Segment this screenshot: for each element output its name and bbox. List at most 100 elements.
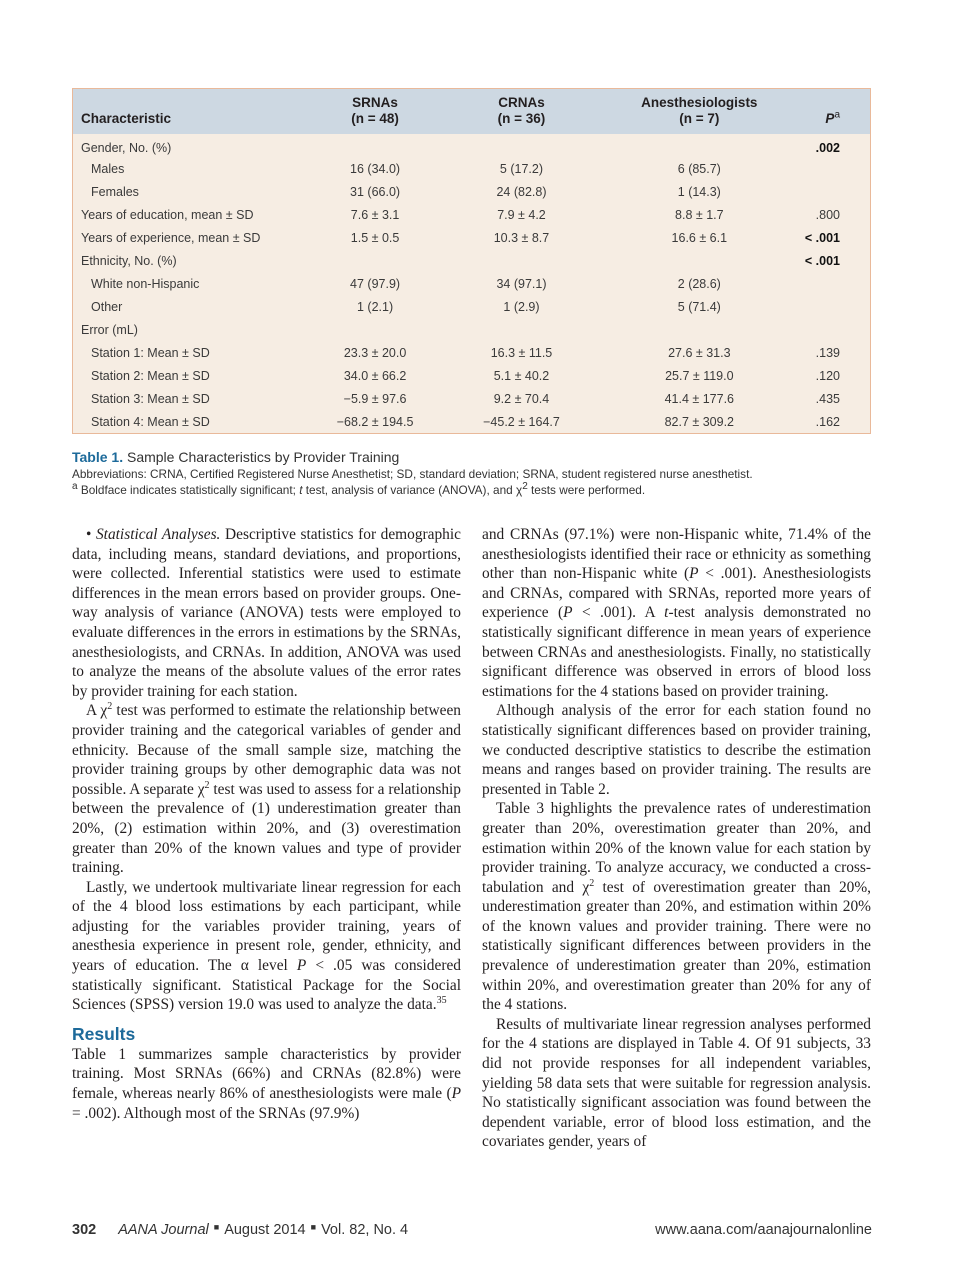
cell-srnas: 1.5 ± 0.5 [350, 230, 400, 245]
row-label: Gender, No. (%) [81, 140, 172, 155]
table-caption: Table 1. Sample Characteristics by Provi… [72, 448, 872, 498]
cell-anesthesiologists: 25.7 ± 119.0 [665, 368, 734, 383]
separator: ■ [310, 1222, 317, 1232]
paragraph: Results of multivariate linear regressio… [482, 1015, 871, 1152]
cell-crnas: 5 (17.2) [499, 161, 544, 176]
cell-crnas [449, 318, 594, 341]
table-row: Station 1: Mean ± SD 23.3 ± 20.0 16.3 ± 11… [73, 341, 870, 364]
text-run: < .001). A [572, 604, 665, 622]
text-run: tests were performed. [527, 483, 646, 497]
cell-p-value [805, 295, 870, 318]
caption-abbreviations: Abbreviations: CRNA, Certified Registere… [72, 467, 753, 481]
paragraph: Table 3 highlights the prevalence rates … [482, 799, 871, 1015]
cell-p-value: < .001 [804, 230, 840, 245]
cell-p-value [805, 272, 870, 295]
row-label: Station 2: Mean ± SD [91, 368, 210, 383]
caption-footnote: a Boldface indicates statistically signi… [72, 482, 872, 498]
row-label: Error (mL) [81, 322, 138, 337]
cell-p-value [805, 157, 870, 180]
text-run: test, analysis of variance (ANOVA), and … [302, 483, 523, 497]
text-run: test was performed to estimate the relat… [72, 702, 461, 798]
right-text-column: and CRNAs (97.1%) were non-Hispanic whit… [482, 525, 871, 1152]
cell-srnas: 1 (2.1) [356, 299, 394, 314]
header-crnas: CRNAs (n = 36) [497, 95, 546, 126]
text-run: Table 1 summarizes sample characteristic… [72, 1045, 461, 1103]
text-run: test was used to assess for a relationsh… [72, 780, 461, 877]
text-run: and CRNAs (97.1%) were non-Hispanic whit… [482, 526, 871, 583]
cell-crnas: 9.2 ± 70.4 [493, 391, 550, 406]
italic-text: P [689, 565, 699, 583]
header-anesthesiologists: Anesthesiologists (n = 7) [641, 95, 758, 126]
paragraph: Lastly, we undertook multivariate linear… [72, 878, 461, 1015]
header-characteristic: Characteristic [81, 111, 172, 126]
section-heading: Results [72, 1023, 461, 1045]
cell-srnas: −68.2 ± 194.5 [336, 414, 414, 429]
text-run: Results [72, 1023, 136, 1044]
row-label: Station 1: Mean ± SD [91, 345, 210, 360]
paragraph: A χ2 test was performed to estimate the … [72, 701, 461, 877]
row-label: White non-Hispanic [91, 276, 200, 291]
table-row: Station 2: Mean ± SD 34.0 ± 66.2 5.1 ± 40.… [73, 364, 870, 387]
row-label: Years of experience, mean ± SD [81, 230, 261, 245]
text-run: = .002). Although most of the SRNAs (97.… [72, 1104, 360, 1122]
cell-srnas: 34.0 ± 66.2 [343, 368, 407, 383]
cell-srnas [301, 318, 449, 341]
cell-crnas: 5.1 ± 40.2 [493, 368, 550, 383]
italic-text: P [296, 957, 307, 975]
superscript: 35 [436, 995, 447, 1007]
italic-text: t [299, 483, 303, 497]
row-label: Station 4: Mean ± SD [91, 414, 210, 429]
superscript: a [72, 481, 78, 493]
page-footer: 302 AANA Journal ■ August 2014 ■ Vol. 82… [72, 1222, 872, 1238]
table-row: Males 16 (34.0) 5 (17.2) 6 (85.7) [73, 157, 870, 180]
separator: ■ [213, 1222, 220, 1232]
cell-anesthesiologists [594, 318, 805, 341]
row-label: Males [91, 161, 125, 176]
journal-name: AANA Journal [118, 1222, 209, 1238]
table-header-row: Characteristic SRNAs (n = 48) CRNAs (n = 3… [73, 89, 870, 134]
cell-anesthesiologists: 16.6 ± 6.1 [671, 230, 728, 245]
table-row: Years of experience, mean ± SD 1.5 ± 0.5 1… [73, 226, 870, 249]
cell-crnas: 10.3 ± 8.7 [493, 230, 550, 245]
cell-anesthesiologists: 82.7 ± 309.2 [664, 414, 735, 429]
cell-anesthesiologists [594, 134, 805, 157]
paragraph: • Statistical Analyses. Descriptive stat… [72, 525, 461, 701]
cell-p-value: .435 [815, 391, 840, 406]
text-run: -test analysis demonstrated no statistic… [482, 604, 871, 700]
cell-anesthesiologists: 41.4 ± 177.6 [664, 391, 735, 406]
row-label: Females [91, 184, 139, 199]
cell-crnas: 16.3 ± 11.5 [490, 345, 553, 360]
table-1: Characteristic SRNAs (n = 48) CRNAs (n = 3… [72, 88, 871, 434]
cell-crnas [449, 134, 594, 157]
text-run: Descriptive statistics for demographic d… [72, 526, 461, 700]
cell-srnas: 16 (34.0) [350, 161, 401, 176]
header-srnas: SRNAs (n = 48) [351, 95, 399, 126]
text-run: Boldface indicates statistically signifi… [77, 483, 300, 497]
table-row: Gender, No. (%) .002 [73, 134, 870, 157]
caption-title: Sample Characteristics by Provider Train… [126, 449, 400, 465]
superscript: 2 [107, 701, 113, 713]
header-p-value: Pa [825, 109, 840, 126]
text-run: Results of multivariate linear regressio… [482, 1015, 871, 1151]
text-run: A χ [86, 702, 108, 720]
italic-text: P [563, 604, 573, 622]
cell-p-value: .139 [815, 345, 840, 360]
paragraph: and CRNAs (97.1%) were non-Hispanic whit… [482, 525, 871, 701]
cell-p-value: .162 [815, 414, 840, 429]
text-run: Although analysis of the error for each … [482, 702, 871, 798]
text-run: test of overestimation greater than 20%,… [482, 878, 871, 1014]
table-row: Ethnicity, No. (%) < .001 [73, 249, 870, 272]
text-run: Table 3 highlights the prevalence rates … [482, 800, 871, 896]
cell-anesthesiologists: 1 (14.3) [677, 184, 721, 199]
italic-text: t [664, 604, 669, 622]
page-number: 302 [72, 1222, 97, 1238]
left-text-column: • Statistical Analyses. Descriptive stat… [72, 525, 461, 1123]
cell-crnas: 24 (82.8) [496, 184, 547, 199]
journal-url[interactable]: www.aana.com/aanajournalonline [655, 1222, 872, 1238]
cell-anesthesiologists: 2 (28.6) [677, 276, 721, 291]
text-run: Lastly, we undertook multivariate linear… [72, 878, 461, 975]
row-label: Years of education, mean ± SD [81, 207, 254, 222]
paragraph: Although analysis of the error for each … [482, 701, 871, 799]
paragraph: Table 1 summarizes sample characteristic… [72, 1045, 461, 1123]
table-row: White non-Hispanic 47 (97.9) 34 (97.1) 2 (2… [73, 272, 870, 295]
